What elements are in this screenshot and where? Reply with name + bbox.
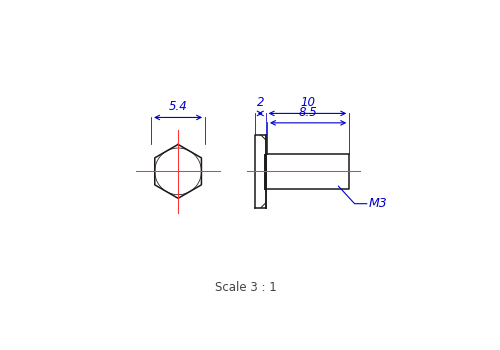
Text: 5.4: 5.4 bbox=[168, 100, 188, 113]
Text: 2: 2 bbox=[256, 96, 264, 109]
Text: Scale 3 : 1: Scale 3 : 1 bbox=[214, 281, 276, 294]
Text: M3: M3 bbox=[369, 197, 388, 210]
Text: 8.5: 8.5 bbox=[299, 106, 318, 119]
Text: 10: 10 bbox=[300, 96, 315, 109]
